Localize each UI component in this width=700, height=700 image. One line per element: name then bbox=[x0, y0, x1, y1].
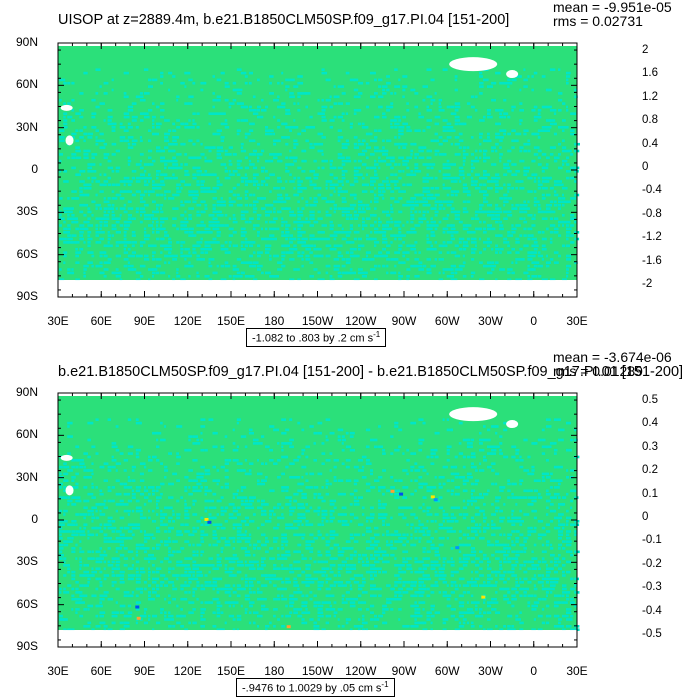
colorbar-label: -0.4 bbox=[642, 184, 662, 197]
x-tick-label: 120W bbox=[345, 664, 377, 678]
x-tick-label: 30E bbox=[566, 664, 588, 678]
colorbar-label: 0.8 bbox=[642, 114, 658, 127]
x-tick-label: 60W bbox=[434, 664, 460, 678]
extreme-spot bbox=[207, 520, 212, 524]
colorbar-label: -0.5 bbox=[642, 628, 662, 640]
chart-title: UISOP at z=2889.4m, b.e21.B1850CLM50SP.f… bbox=[58, 12, 510, 28]
chart-title: b.e21.B1850CLM50SP.f09_g17.PI.04 [151-20… bbox=[58, 364, 684, 380]
extreme-spot bbox=[455, 546, 460, 550]
colorbar-label: 0.2 bbox=[642, 464, 658, 477]
x-tick-label: 90W bbox=[391, 314, 417, 328]
y-tick-label: 30N bbox=[15, 469, 38, 484]
colorbar-label: 0.5 bbox=[642, 394, 658, 406]
stat-mean: mean = -9.951e-05 bbox=[553, 0, 672, 15]
x-tick-label: 120W bbox=[345, 314, 377, 328]
x-tick-label: 60E bbox=[90, 664, 112, 678]
colorbar-label: -2 bbox=[642, 278, 653, 290]
extreme-spot bbox=[481, 595, 486, 599]
colorbar-label: 0.1 bbox=[642, 487, 658, 500]
extreme-spot bbox=[136, 616, 141, 620]
stat-rms: rms = 0.01289 bbox=[553, 363, 643, 379]
x-tick-label: 180 bbox=[264, 314, 285, 328]
y-tick-label: 90N bbox=[15, 385, 38, 399]
y-tick-label: 90S bbox=[16, 289, 38, 303]
x-tick-label: 30E bbox=[47, 664, 69, 678]
caspian-mask bbox=[60, 104, 73, 111]
arabia-mask bbox=[65, 135, 74, 146]
y-tick-label: 30S bbox=[16, 554, 38, 569]
x-tick-label: 150W bbox=[301, 314, 334, 328]
map-plot bbox=[57, 392, 580, 648]
greenland-mask bbox=[449, 57, 498, 72]
map-plot bbox=[57, 42, 580, 298]
contour-info-box: -.9476 to 1.0029 by .05 cm s-1 bbox=[236, 678, 395, 697]
iceland-mask bbox=[506, 70, 519, 79]
y-tick-label: 60S bbox=[16, 246, 38, 261]
x-tick-label: 30E bbox=[47, 314, 69, 328]
extreme-spot bbox=[135, 605, 140, 609]
y-tick-label: 0 bbox=[31, 512, 38, 526]
x-tick-label: 90E bbox=[133, 314, 156, 328]
colorbar-label: -0.4 bbox=[642, 604, 662, 617]
extreme-spot bbox=[390, 489, 395, 493]
x-tick-label: 90E bbox=[133, 664, 156, 678]
colorbar-label: -0.2 bbox=[642, 557, 662, 570]
x-tick-label: 60W bbox=[434, 314, 460, 328]
contour-info-text: -1.082 to .803 by .2 cm s bbox=[252, 332, 374, 345]
x-tick-label: 150E bbox=[216, 664, 246, 678]
extreme-spot bbox=[430, 495, 435, 499]
y-tick-label: 90S bbox=[16, 639, 38, 653]
contour-unit-exponent: -1 bbox=[381, 680, 389, 689]
y-tick-label: 30S bbox=[16, 204, 38, 219]
x-tick-label: 30W bbox=[478, 314, 503, 328]
x-tick-label: 0 bbox=[530, 314, 538, 328]
x-tick-label: 120E bbox=[173, 314, 202, 328]
colorbar-label: -1.6 bbox=[642, 254, 662, 267]
colorbar-label: 0.3 bbox=[642, 440, 658, 453]
extreme-spot bbox=[204, 518, 209, 521]
colorbar-label: -0.3 bbox=[642, 581, 662, 594]
y-tick-label: 60S bbox=[16, 596, 38, 611]
x-tick-label: 90W bbox=[391, 664, 417, 678]
colorbar-label: 1.2 bbox=[642, 90, 658, 103]
x-tick-label: 30W bbox=[478, 664, 503, 678]
y-tick-label: 0 bbox=[31, 162, 38, 176]
panel-bottom: b.e21.B1850CLM50SP.f09_g17.PI.04 [151-20… bbox=[0, 350, 700, 700]
x-tick-label: 150W bbox=[301, 664, 334, 678]
colorbar-label: 0 bbox=[642, 511, 649, 523]
field-base bbox=[58, 43, 577, 281]
colorbar-label: 1.6 bbox=[642, 67, 658, 80]
contour-info-box: -1.082 to .803 by .2 cm s-1 bbox=[246, 328, 387, 347]
y-tick-label: 60N bbox=[15, 427, 38, 442]
y-tick-label: 60N bbox=[15, 77, 38, 92]
stat-mean: mean = -3.674e-06 bbox=[553, 349, 672, 365]
contour-unit-exponent: -1 bbox=[373, 330, 381, 339]
panel-top: UISOP at z=2889.4m, b.e21.B1850CLM50SP.f… bbox=[15, 0, 672, 347]
colorbar-label: 0.4 bbox=[642, 417, 658, 430]
y-tick-label: 90N bbox=[15, 35, 38, 49]
colorbar-label: -0.1 bbox=[642, 534, 662, 547]
field-texture bbox=[59, 68, 580, 281]
y-tick-label: 30N bbox=[15, 119, 38, 134]
contour-info-text: -.9476 to 1.0029 by .05 cm s bbox=[242, 682, 382, 695]
colorbar-label: -0.8 bbox=[642, 207, 662, 220]
arabia-mask bbox=[65, 485, 74, 496]
stat-rms: rms = 0.02731 bbox=[553, 13, 643, 29]
x-tick-label: 150E bbox=[216, 314, 246, 328]
iceland-mask bbox=[506, 420, 519, 429]
extreme-spot bbox=[286, 625, 291, 629]
colorbar-label: 0.4 bbox=[642, 137, 658, 150]
colorbar-label: 2 bbox=[642, 44, 649, 56]
extreme-spot bbox=[399, 492, 404, 496]
greenland-mask bbox=[449, 407, 498, 422]
x-tick-label: 120E bbox=[173, 664, 202, 678]
colorbar-label: 0 bbox=[642, 161, 649, 173]
extreme-spot bbox=[433, 498, 438, 502]
caspian-mask bbox=[60, 454, 73, 461]
x-tick-label: 0 bbox=[530, 664, 538, 678]
x-tick-label: 30E bbox=[566, 314, 588, 328]
x-tick-label: 60E bbox=[90, 314, 112, 328]
colorbar-label: -1.2 bbox=[642, 231, 662, 244]
x-tick-label: 180 bbox=[264, 664, 285, 678]
